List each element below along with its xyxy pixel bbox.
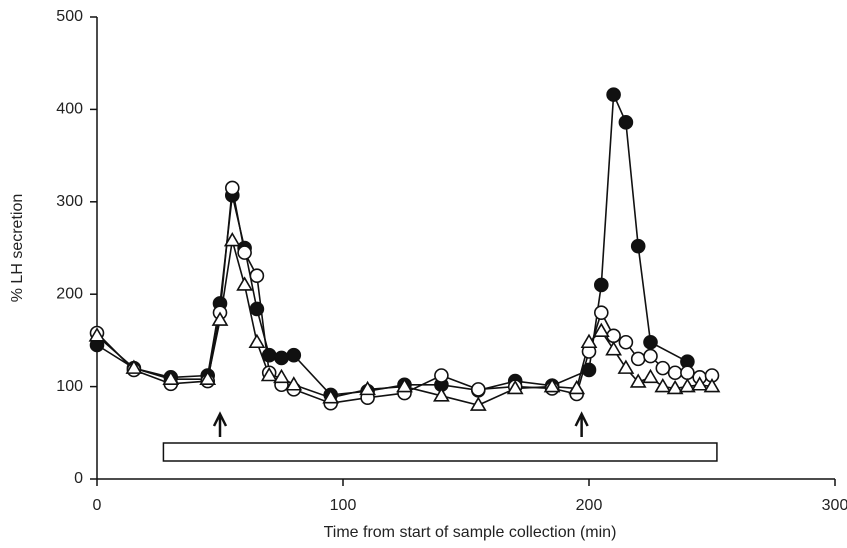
marker-triangle	[223, 232, 241, 247]
x-tick-label: 0	[93, 497, 102, 514]
arrow-shape	[574, 411, 589, 437]
marker-triangle	[211, 311, 229, 326]
marker-circle	[630, 238, 646, 254]
marker-circle	[249, 301, 265, 317]
marker-triangle	[285, 376, 303, 391]
marker-circle	[643, 334, 658, 350]
y-tick-label: 200	[56, 285, 83, 302]
marker-triangle	[396, 378, 413, 393]
marker-triangle	[605, 341, 622, 356]
marker-circle	[249, 268, 265, 284]
marker-triangle	[322, 389, 340, 404]
x-tick-label: 100	[330, 497, 357, 514]
marker-triangle	[679, 378, 696, 393]
y-tick-label: 500	[56, 8, 83, 25]
marker-triangle	[666, 379, 684, 395]
marker-triangle	[433, 387, 450, 402]
marker-circle	[606, 87, 621, 102]
marker-triangle	[703, 378, 721, 393]
marker-triangle	[543, 378, 561, 393]
marker-triangle	[125, 359, 143, 374]
marker-triangle	[469, 396, 487, 411]
marker-circle	[643, 348, 658, 364]
marker-circle	[618, 115, 634, 130]
marker-circle	[630, 351, 646, 367]
arrow-shape	[212, 411, 228, 437]
x-tick-label: 300	[822, 497, 847, 514]
marker-triangle	[506, 379, 524, 395]
marker-circle	[286, 347, 302, 363]
marker-circle	[593, 277, 609, 293]
y-tick-label: 0	[74, 470, 83, 487]
marker-triangle	[236, 276, 253, 291]
y-tick-label: 400	[56, 101, 83, 118]
marker-triangle	[691, 376, 709, 391]
marker-circle	[593, 305, 609, 320]
marker-triangle	[580, 333, 598, 349]
marker-circle	[470, 382, 486, 397]
marker-triangle	[88, 327, 106, 342]
marker-circle	[237, 245, 252, 260]
arrow	[574, 411, 589, 437]
marker-triangle	[617, 359, 635, 374]
marker-circle	[618, 334, 634, 350]
marker-circle	[261, 347, 277, 363]
marker-triangle	[642, 368, 659, 384]
marker-triangle	[654, 378, 672, 393]
x-tick-label: 200	[576, 497, 603, 514]
y-tick-label: 100	[56, 378, 83, 395]
series-line	[96, 94, 688, 396]
marker-triangle	[359, 380, 376, 396]
y-tick-label: 300	[56, 193, 83, 210]
y-axis-label: % LH secretion	[9, 194, 26, 303]
marker-circle	[225, 180, 240, 196]
marker-circle	[606, 328, 621, 344]
arrow	[212, 411, 228, 437]
marker-triangle	[199, 370, 217, 386]
marker-circle	[680, 365, 695, 381]
treatment-bar	[162, 442, 718, 462]
marker-triangle	[248, 333, 266, 349]
marker-circle	[667, 365, 683, 381]
x-axis-label: Time from start of sample collection (mi…	[324, 524, 617, 541]
marker-circle	[434, 368, 449, 383]
marker-triangle	[629, 373, 647, 388]
marker-triangle	[273, 368, 290, 384]
marker-circle	[274, 350, 289, 366]
marker-triangle	[568, 379, 586, 395]
marker-triangle	[592, 322, 610, 337]
marker-circle	[655, 360, 671, 376]
marker-triangle	[162, 370, 180, 386]
marker-circle	[581, 362, 597, 378]
marker-triangle	[260, 366, 278, 382]
